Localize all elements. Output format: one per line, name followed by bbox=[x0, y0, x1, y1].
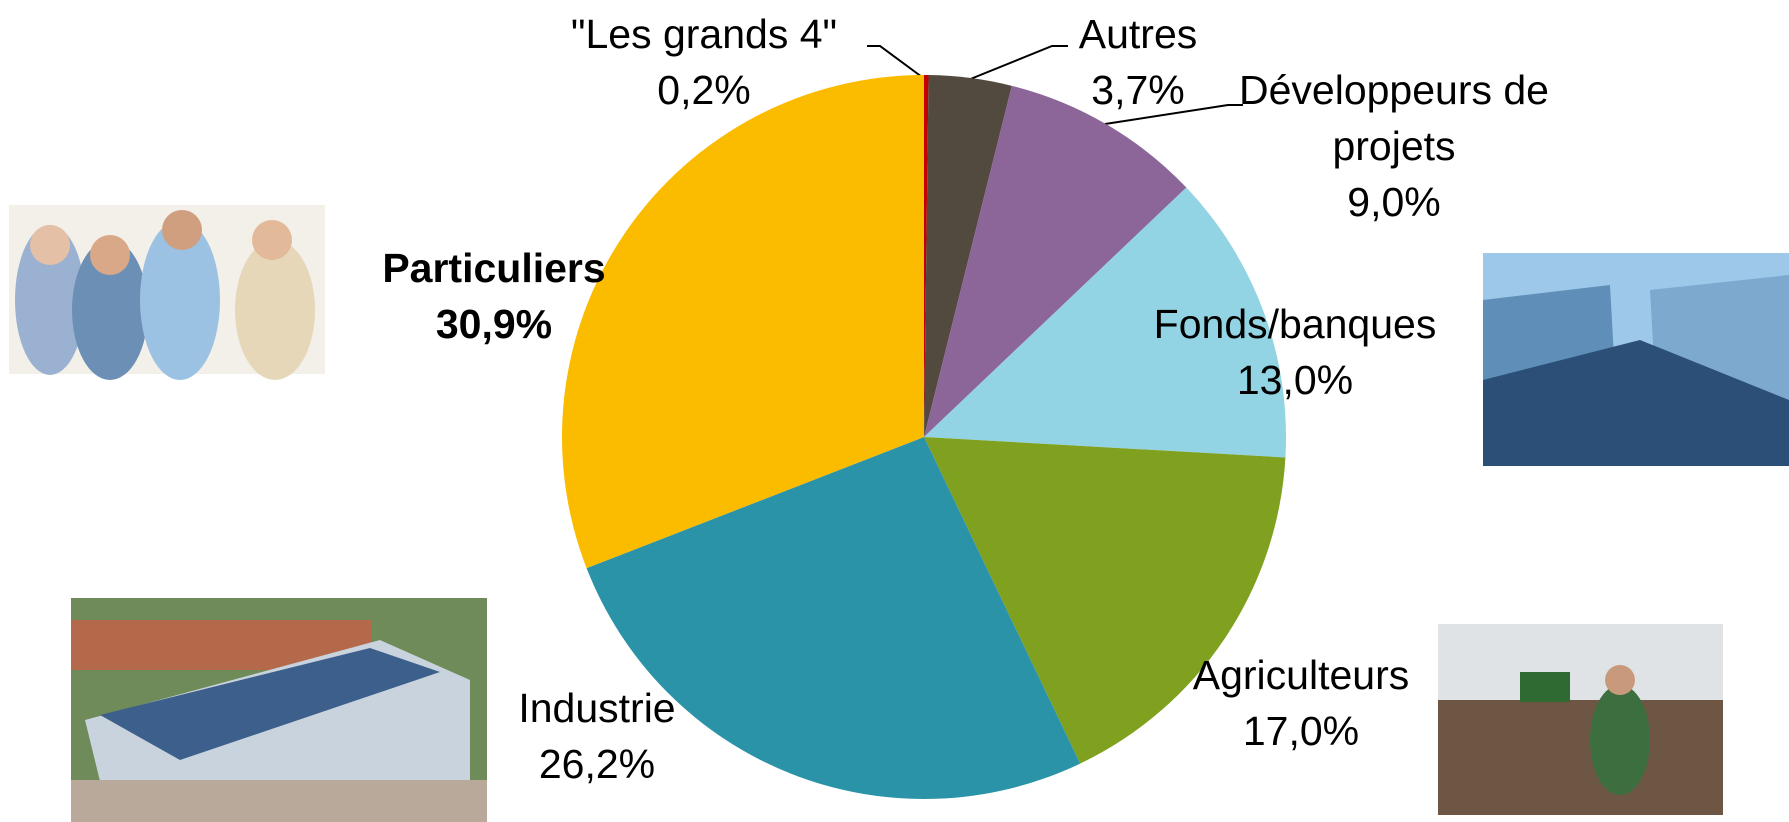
category-label: Développeurs de projets bbox=[1224, 62, 1564, 174]
category-label: Fonds/banques bbox=[1105, 296, 1485, 352]
photo-buildings bbox=[1483, 253, 1789, 466]
photo-farmer bbox=[1438, 624, 1723, 815]
value-label: 26,2% bbox=[472, 736, 722, 792]
category-label: Particuliers bbox=[344, 240, 644, 296]
slice-label: "Les grands 4"0,2% bbox=[514, 6, 894, 118]
value-label: 30,9% bbox=[344, 296, 644, 352]
value-label: 3,7% bbox=[1038, 62, 1238, 118]
value-label: 13,0% bbox=[1105, 352, 1485, 408]
photo-warehouse bbox=[71, 598, 487, 822]
value-label: 0,2% bbox=[514, 62, 894, 118]
category-label: Agriculteurs bbox=[1151, 647, 1451, 703]
category-label: Autres bbox=[1038, 6, 1238, 62]
page: "Les grands 4"0,2% Autres3,7%Développeurs… bbox=[0, 0, 1789, 822]
value-label: 9,0% bbox=[1224, 174, 1564, 230]
photo-family bbox=[9, 205, 325, 380]
value-label: 17,0% bbox=[1151, 703, 1451, 759]
category-label: Industrie bbox=[472, 680, 722, 736]
category-label: "Les grands 4" bbox=[514, 6, 894, 62]
